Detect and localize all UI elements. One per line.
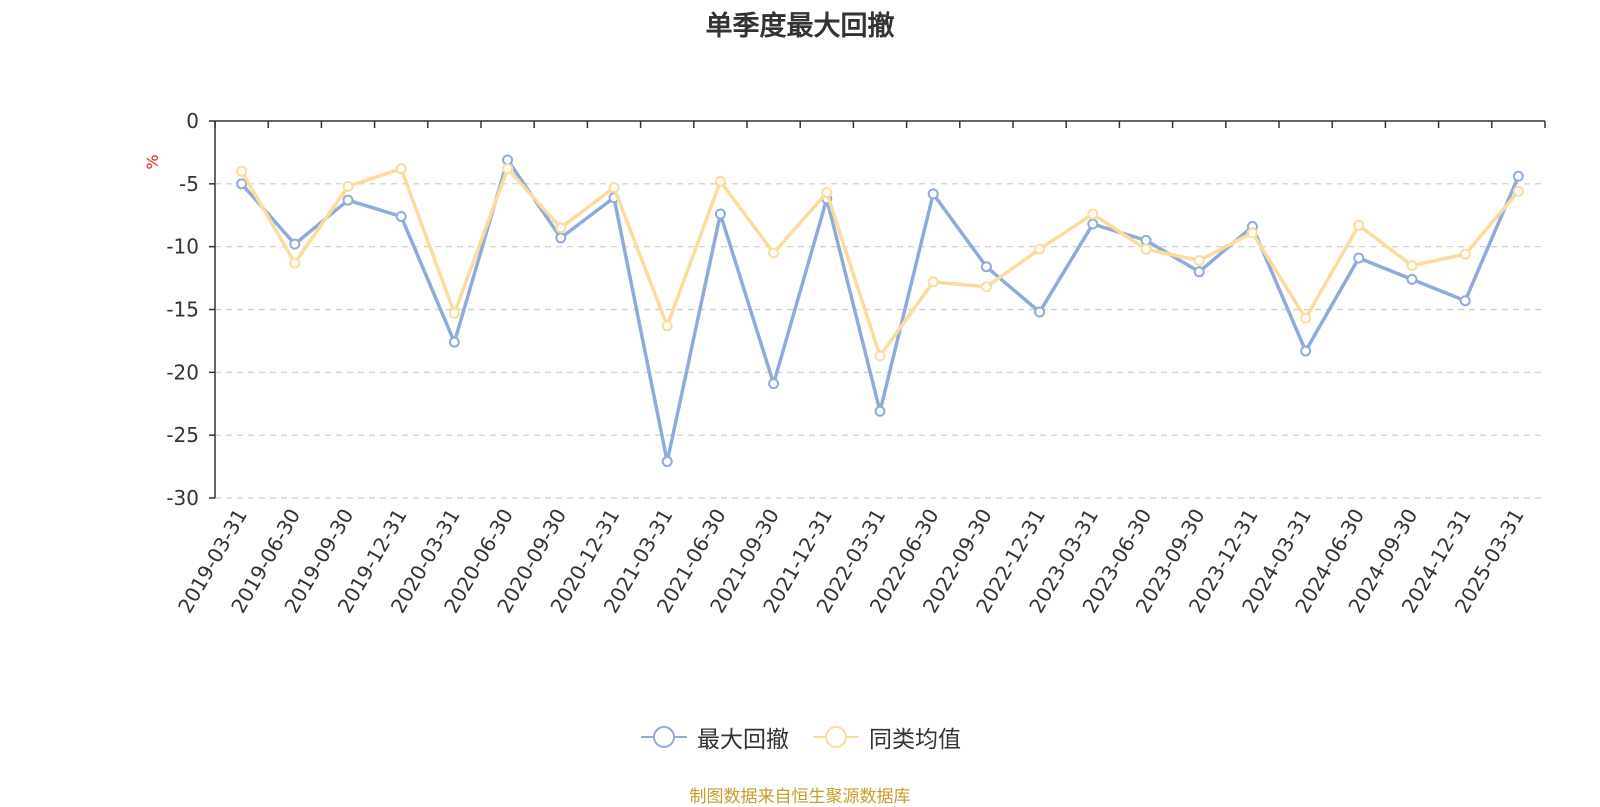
data-point: [448, 336, 460, 348]
data-point: [1193, 266, 1205, 278]
data-point: [1034, 243, 1046, 255]
data-point: [980, 281, 992, 293]
data-point: [1512, 185, 1524, 197]
data-point: [927, 276, 939, 288]
data-point: [608, 182, 620, 194]
data-point: [927, 188, 939, 200]
data-point: [1459, 295, 1471, 307]
data-point: [1087, 218, 1099, 230]
data-point: [502, 163, 514, 175]
data-point: [661, 456, 673, 468]
series-1: [236, 154, 1524, 468]
data-point: [1193, 254, 1205, 266]
axes: [209, 120, 1546, 499]
data-point: [289, 238, 301, 250]
y-tick-label: -20: [166, 360, 199, 384]
data-point: [1353, 252, 1365, 264]
series-lines: [236, 154, 1524, 468]
data-point: [874, 405, 886, 417]
data-point: [555, 232, 567, 244]
data-point: [342, 180, 354, 192]
series-line: [240, 167, 1520, 358]
data-point: [395, 211, 407, 223]
data-point: [236, 178, 248, 190]
series-2: [236, 163, 1524, 362]
data-point: [768, 247, 780, 259]
data-point: [555, 222, 567, 234]
data-point: [661, 320, 673, 332]
y-tick-label: 0: [186, 109, 199, 133]
y-axis-unit-label: %: [143, 154, 162, 169]
data-point: [448, 307, 460, 319]
data-point: [1406, 273, 1418, 285]
data-point: [714, 208, 726, 220]
data-point: [1087, 208, 1099, 220]
data-point: [1459, 248, 1471, 260]
legend-marker-icon: [641, 726, 687, 748]
data-point: [1140, 234, 1152, 246]
y-tick-label: -10: [166, 235, 199, 259]
x-tick-labels: 2019-03-312019-06-302019-09-302019-12-31…: [173, 504, 1529, 617]
data-point: [342, 194, 354, 206]
grid-lines: [215, 183, 1545, 499]
data-point: [1353, 219, 1365, 231]
y-tick-labels: 0 -5 -10 -15 -20 -25 -30: [166, 109, 199, 510]
legend-label: 同类均值: [869, 727, 961, 753]
data-point: [1300, 345, 1312, 357]
y-tick-label: -5: [179, 172, 199, 196]
legend-label: 最大回撤: [697, 727, 789, 753]
data-point: [1034, 306, 1046, 318]
y-tick-label: -25: [166, 423, 199, 447]
chart-title: 单季度最大回撤: [705, 11, 895, 42]
data-point: [1406, 260, 1418, 272]
legend-marker-icon: [813, 726, 859, 748]
data-point: [289, 257, 301, 269]
data-point: [1300, 312, 1312, 324]
data-point: [821, 187, 833, 199]
data-point: [1246, 227, 1258, 239]
legend: 最大回撤 同类均值: [0, 720, 1600, 754]
data-point: [1140, 243, 1152, 255]
data-point: [768, 378, 780, 390]
data-point: [874, 350, 886, 362]
y-tick-label: -15: [166, 298, 199, 322]
data-point: [980, 261, 992, 273]
legend-item[interactable]: 同类均值: [811, 720, 961, 754]
data-point: [502, 154, 514, 166]
legend-item[interactable]: 最大回撤: [639, 720, 789, 754]
data-point: [1512, 170, 1524, 182]
data-point: [714, 175, 726, 187]
data-point: [395, 163, 407, 175]
source-note: 制图数据来自恒生聚源数据库: [689, 787, 911, 807]
y-tick-label: -30: [166, 486, 199, 510]
data-point: [236, 165, 248, 177]
